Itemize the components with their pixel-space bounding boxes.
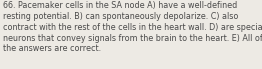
Text: 66. Pacemaker cells in the SA node A) have a well-defined
resting potential. B) : 66. Pacemaker cells in the SA node A) ha… (3, 1, 262, 53)
